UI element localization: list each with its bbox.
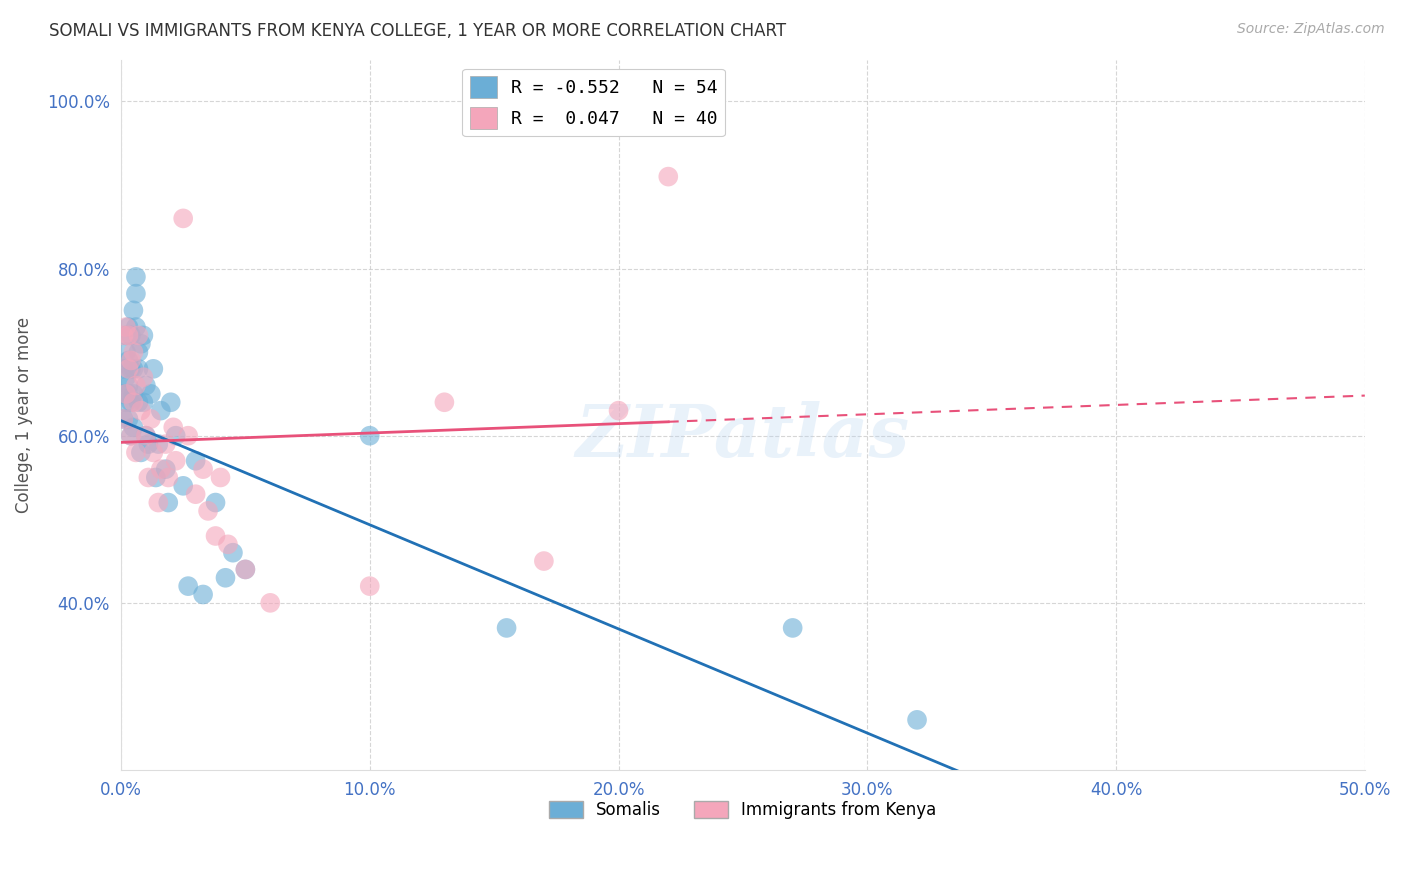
Point — [132, 328, 155, 343]
Point — [122, 303, 145, 318]
Point — [125, 445, 148, 459]
Point — [139, 387, 162, 401]
Point — [222, 546, 245, 560]
Text: ZIPatlas: ZIPatlas — [576, 401, 910, 472]
Point — [184, 487, 207, 501]
Point — [177, 579, 200, 593]
Text: Source: ZipAtlas.com: Source: ZipAtlas.com — [1237, 22, 1385, 37]
Point — [117, 412, 139, 426]
Point — [191, 462, 214, 476]
Point — [155, 462, 177, 476]
Point — [112, 361, 135, 376]
Point — [135, 428, 157, 442]
Point — [120, 428, 142, 442]
Point — [129, 403, 152, 417]
Point — [905, 713, 928, 727]
Point — [359, 428, 381, 442]
Point — [782, 621, 804, 635]
Point — [120, 353, 142, 368]
Point — [172, 211, 194, 226]
Point — [112, 412, 135, 426]
Point — [125, 286, 148, 301]
Point — [157, 470, 180, 484]
Point — [122, 345, 145, 359]
Point — [142, 445, 165, 459]
Point — [204, 529, 226, 543]
Point — [155, 437, 177, 451]
Point — [172, 479, 194, 493]
Point — [184, 454, 207, 468]
Point — [115, 387, 138, 401]
Point — [165, 428, 187, 442]
Y-axis label: College, 1 year or more: College, 1 year or more — [15, 317, 32, 513]
Point — [115, 320, 138, 334]
Point — [159, 395, 181, 409]
Point — [115, 345, 138, 359]
Point — [142, 361, 165, 376]
Point — [115, 370, 138, 384]
Legend: Somalis, Immigrants from Kenya: Somalis, Immigrants from Kenya — [543, 794, 943, 826]
Point — [214, 571, 236, 585]
Point — [125, 378, 148, 392]
Point — [149, 462, 172, 476]
Point — [209, 470, 232, 484]
Point — [127, 345, 149, 359]
Point — [117, 328, 139, 343]
Point — [127, 395, 149, 409]
Point — [157, 495, 180, 509]
Point — [122, 420, 145, 434]
Point — [129, 336, 152, 351]
Point — [149, 403, 172, 417]
Point — [191, 587, 214, 601]
Point — [125, 320, 148, 334]
Point — [117, 387, 139, 401]
Point — [127, 361, 149, 376]
Point — [129, 445, 152, 459]
Point — [607, 403, 630, 417]
Point — [235, 562, 257, 576]
Point — [165, 454, 187, 468]
Point — [132, 370, 155, 384]
Point — [117, 353, 139, 368]
Point — [112, 387, 135, 401]
Point — [120, 428, 142, 442]
Point — [135, 378, 157, 392]
Point — [112, 412, 135, 426]
Point — [197, 504, 219, 518]
Point — [204, 495, 226, 509]
Point — [122, 395, 145, 409]
Point — [135, 428, 157, 442]
Point — [120, 361, 142, 376]
Point — [235, 562, 257, 576]
Point — [217, 537, 239, 551]
Point — [138, 470, 160, 484]
Point — [148, 437, 170, 451]
Point — [115, 395, 138, 409]
Point — [117, 378, 139, 392]
Point — [359, 579, 381, 593]
Point — [139, 412, 162, 426]
Point — [138, 437, 160, 451]
Point — [533, 554, 555, 568]
Point — [495, 621, 517, 635]
Text: SOMALI VS IMMIGRANTS FROM KENYA COLLEGE, 1 YEAR OR MORE CORRELATION CHART: SOMALI VS IMMIGRANTS FROM KENYA COLLEGE,… — [49, 22, 786, 40]
Point — [657, 169, 679, 184]
Point — [115, 328, 138, 343]
Point — [145, 470, 167, 484]
Point — [117, 320, 139, 334]
Point — [148, 495, 170, 509]
Point — [259, 596, 281, 610]
Point — [125, 269, 148, 284]
Point — [433, 395, 456, 409]
Point — [132, 395, 155, 409]
Point — [112, 328, 135, 343]
Point — [122, 387, 145, 401]
Point — [122, 361, 145, 376]
Point — [127, 328, 149, 343]
Point — [117, 361, 139, 376]
Point — [162, 420, 184, 434]
Point — [177, 428, 200, 442]
Point — [120, 328, 142, 343]
Point — [120, 395, 142, 409]
